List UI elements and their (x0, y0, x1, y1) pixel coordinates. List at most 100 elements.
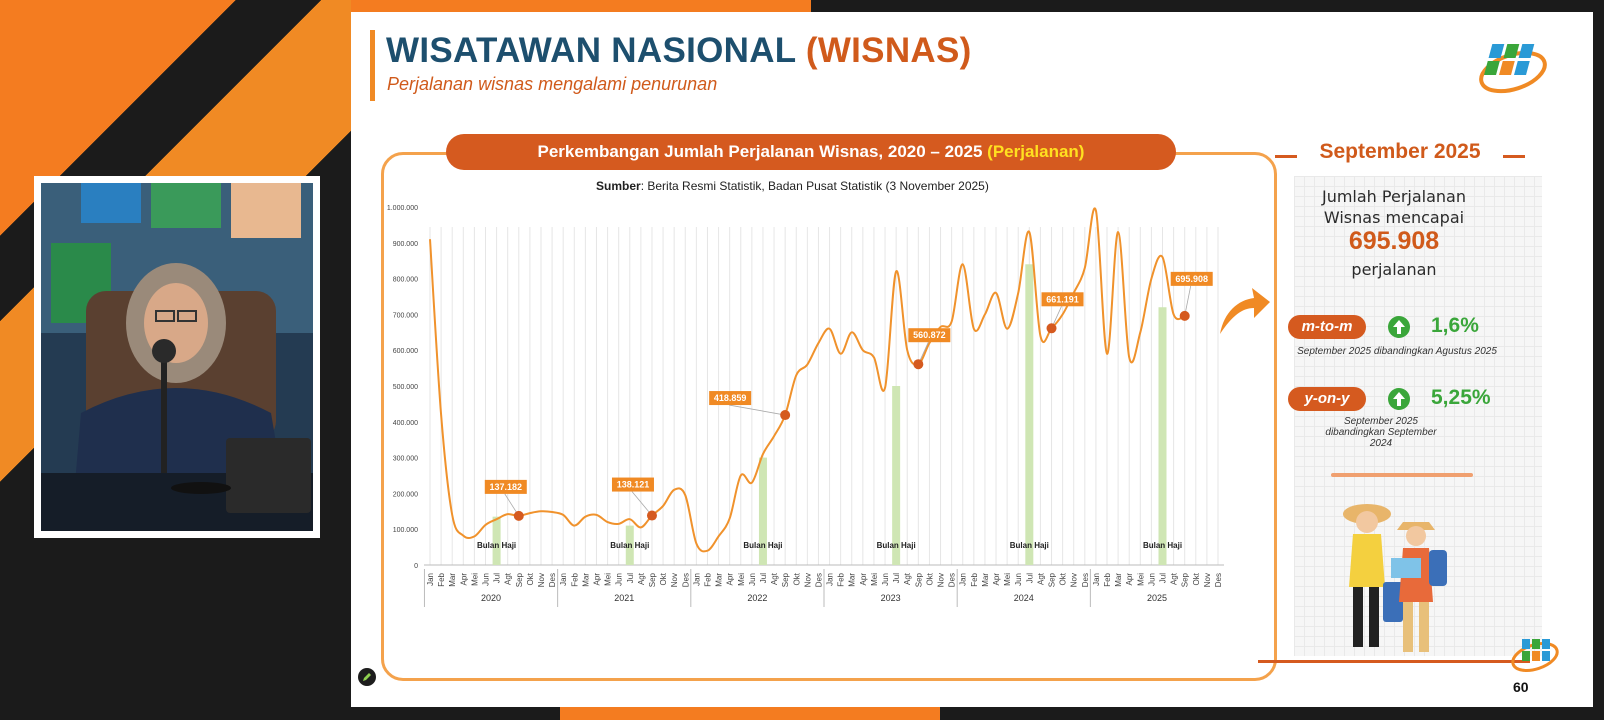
yoy-value: 5,25% (1431, 386, 1491, 409)
data-label-box (908, 328, 951, 343)
yoy-badge: y-on-y (1288, 387, 1366, 411)
x-tick-label: Apr (1125, 573, 1134, 586)
label-leader (1184, 285, 1192, 316)
data-point (780, 410, 791, 421)
data-point (913, 359, 924, 370)
x-tick-label: Agt (504, 572, 513, 585)
data-label-box (1170, 271, 1213, 286)
x-tick-label: Nov (670, 573, 679, 587)
year-label: 2024 (1014, 593, 1034, 603)
x-tick-label: Mei (1003, 573, 1012, 586)
x-tick-label: Apr (859, 573, 868, 586)
x-tick-label: Des (548, 573, 557, 587)
x-tick-label: Okt (659, 572, 668, 585)
y-tick-label: 700.000 (393, 312, 418, 319)
mtom-note: September 2025 dibandingkan Agustus 2025 (1297, 346, 1497, 357)
x-tick-label: Sep (781, 572, 790, 587)
x-tick-label: Jun (748, 573, 757, 586)
x-tick-label: Jan (1092, 573, 1101, 586)
x-tick-label: Jun (615, 573, 624, 586)
y-tick-label: 600.000 (393, 348, 418, 355)
bulan-haji-label: Bulan Haji (743, 541, 782, 550)
y-tick-label: 900.000 (393, 241, 418, 248)
y-tick-label: 400.000 (393, 420, 418, 427)
x-tick-label: Jan (692, 573, 701, 586)
data-label-box (1041, 292, 1084, 307)
x-tick-label: Sep (648, 572, 657, 587)
x-tick-label: Mar (581, 573, 590, 587)
slide-subtitle: Perjalanan wisnas mengalami penurunan (387, 74, 718, 94)
y-tick-label: 100.000 (393, 527, 418, 534)
x-tick-label: Nov (803, 573, 812, 587)
highlight-bar (1025, 264, 1034, 565)
x-tick-label: Agt (903, 572, 912, 585)
x-tick-label: Mar (715, 573, 724, 587)
data-label-box (709, 391, 752, 406)
x-tick-label: Mei (1136, 573, 1145, 586)
y-tick-label: 200.000 (393, 491, 418, 498)
data-label: 661.191 (1046, 294, 1079, 304)
x-tick-label: Feb (703, 572, 712, 586)
x-tick-label: Feb (970, 572, 979, 586)
x-tick-label: Mar (848, 573, 857, 587)
x-tick-label: Jan (559, 573, 568, 586)
highlight-bar (625, 525, 634, 565)
x-tick-label: Des (1214, 573, 1223, 587)
x-tick-label: Feb (1103, 572, 1112, 586)
x-tick-label: Mei (737, 573, 746, 586)
highlight-bar (758, 457, 767, 565)
yoy-note: September 2025 dibandingkan September 20… (1325, 416, 1437, 449)
slide: WISATAWAN NASIONAL (WISNAS) Perjalanan w… (351, 12, 1593, 707)
x-tick-label: Des (681, 573, 690, 587)
x-tick-label: Okt (1059, 572, 1068, 585)
x-tick-label: Jan (426, 573, 435, 586)
y-tick-label: 500.000 (393, 384, 418, 391)
data-label: 695.908 (1175, 274, 1208, 284)
x-tick-label: Sep (1181, 572, 1190, 587)
x-tick-label: Apr (992, 573, 1001, 586)
label-leader (729, 404, 786, 416)
bulan-haji-label: Bulan Haji (1010, 541, 1049, 550)
x-tick-label: Apr (459, 573, 468, 586)
summary-unit: perjalanan (1351, 260, 1437, 279)
data-point (1046, 323, 1057, 334)
summary-value: 695.908 (1348, 227, 1440, 255)
presenter-video (34, 176, 320, 538)
chart-source: Sumber: Berita Resmi Statistik, Badan Pu… (596, 179, 989, 193)
year-label: 2021 (614, 593, 634, 603)
arrow-right-icon (1220, 288, 1270, 334)
mtom-value: 1,6% (1431, 314, 1479, 337)
x-tick-label: Jul (626, 573, 635, 583)
summary-header: September 2025 (1275, 140, 1525, 172)
data-label: 418.859 (714, 393, 747, 403)
x-tick-label: Okt (792, 572, 801, 585)
page-number: 60 (1513, 679, 1529, 695)
x-tick-label: Sep (914, 572, 923, 587)
x-tick-label: Nov (537, 573, 546, 587)
x-tick-label: Agt (770, 572, 779, 585)
x-tick-label: Sep (1048, 572, 1057, 587)
x-tick-label: Apr (726, 573, 735, 586)
bulan-haji-label: Bulan Haji (1143, 541, 1182, 550)
x-tick-label: Okt (925, 572, 934, 585)
x-tick-label: Okt (1192, 572, 1201, 585)
x-tick-label: Jun (481, 573, 490, 586)
data-label: 560.872 (913, 330, 946, 340)
x-tick-label: Jun (1014, 573, 1023, 586)
x-tick-label: Jul (1025, 573, 1034, 583)
x-tick-label: Feb (437, 572, 446, 586)
x-tick-label: Feb (570, 572, 579, 586)
y-tick-label: 300.000 (393, 456, 418, 463)
x-tick-label: Agt (1170, 572, 1179, 585)
bulan-haji-label: Bulan Haji (610, 541, 649, 550)
summary-divider (1331, 473, 1473, 477)
x-tick-label: Jun (1147, 573, 1156, 586)
data-point (1179, 310, 1190, 321)
x-tick-label: Jun (881, 573, 890, 586)
pen-icon[interactable] (358, 668, 376, 686)
x-tick-label: Sep (515, 572, 524, 587)
bps-logo-icon (1479, 44, 1547, 94)
bps-logo-small-icon (1511, 639, 1559, 672)
x-tick-label: Jul (759, 573, 768, 583)
x-tick-label: Jul (1159, 573, 1168, 583)
